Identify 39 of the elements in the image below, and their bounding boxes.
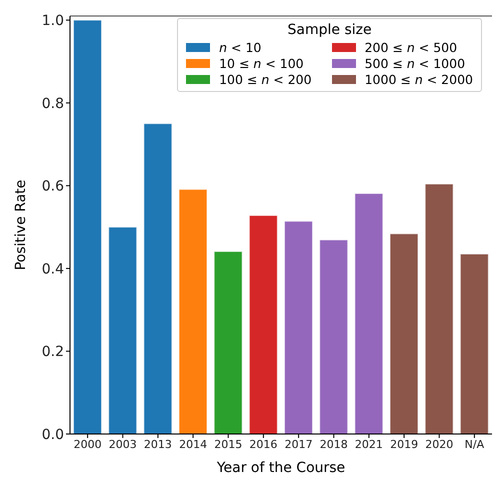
bar: [108, 226, 138, 434]
y-tick-label: 0.6: [42, 178, 64, 195]
x-tick-label: 2018: [320, 438, 348, 451]
legend-label: 100 ≤ n < 200: [219, 72, 312, 87]
legend-title: Sample size: [286, 22, 373, 38]
x-axis-title: Year of the Course: [216, 460, 346, 476]
bar: [284, 220, 314, 434]
x-tick-label: N/A: [464, 438, 485, 451]
x-tick-label: 2014: [179, 438, 208, 451]
x-tick-label: 2021: [354, 438, 383, 451]
bar: [460, 253, 489, 434]
x-tick-label: 2016: [249, 438, 278, 451]
x-tick-label: 2015: [214, 438, 242, 451]
bar: [214, 250, 243, 434]
y-tick-label: 0.2: [42, 344, 64, 360]
y-axis-title: Positive Rate: [12, 180, 29, 270]
y-tick-label: 1.0: [42, 13, 64, 30]
legend-label: 500 ≤ n < 1000: [364, 56, 466, 71]
x-tick-label: 2017: [284, 438, 313, 451]
bar: [319, 239, 348, 434]
bar: [178, 188, 208, 434]
bar: [73, 20, 102, 434]
x-tick-label: 2000: [74, 438, 102, 451]
legend-label: n < 10: [219, 40, 262, 55]
legend-label: 200 ≤ n < 500: [364, 40, 458, 55]
bar: [390, 233, 419, 434]
y-tick-label: 0.0: [42, 426, 64, 443]
legend-label: 1000 ≤ n < 2000: [364, 72, 473, 87]
bar: [424, 184, 454, 434]
y-tick-label: 0.4: [42, 261, 64, 278]
legend-label: 10 ≤ n < 100: [219, 56, 304, 71]
x-tick-label: 2020: [425, 438, 454, 451]
y-tick-label: 0.8: [42, 96, 64, 112]
x-tick-label: 2019: [390, 438, 418, 451]
bar: [354, 193, 384, 434]
bar: [143, 123, 172, 434]
x-tick-label: 2013: [144, 438, 172, 451]
x-tick-label: 2003: [108, 438, 137, 451]
bar: [248, 214, 278, 434]
